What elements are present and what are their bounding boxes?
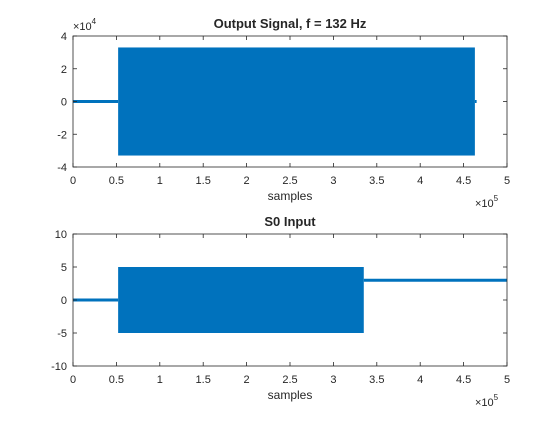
y-tick-label: 0	[61, 295, 67, 307]
signal-band	[118, 47, 475, 156]
x-multiplier-exponent: 5	[494, 393, 499, 402]
y-multiplier: ×104	[73, 17, 97, 33]
x-tick-label: 5	[504, 374, 510, 386]
y-tick-label: -10	[51, 361, 67, 373]
x-tick-label: 0	[70, 175, 76, 187]
y-tick-label: 0	[61, 97, 67, 109]
y-tick-label: -4	[57, 162, 67, 174]
x-axis-label: samples	[268, 189, 313, 203]
x-tick-label: 4.5	[456, 175, 471, 187]
y-tick-label: -2	[57, 129, 67, 141]
chart-title: Output Signal, f = 132 Hz	[214, 16, 367, 31]
x-tick-label: 3	[330, 374, 336, 386]
x-tick-label: 1.5	[196, 175, 211, 187]
y-tick-label: 4	[61, 31, 67, 43]
signal-band	[118, 267, 364, 333]
x-tick-label: 3	[330, 175, 336, 187]
x-tick-label: 2	[244, 175, 250, 187]
x-axis-label: samples	[268, 388, 313, 402]
x-tick-label: 5	[504, 175, 510, 187]
y-tick-label: -5	[57, 328, 67, 340]
x-tick-label: 4	[417, 175, 423, 187]
x-multiplier: ×105	[475, 194, 499, 210]
x-multiplier-base: ×10	[475, 397, 494, 409]
chart-title: S0 Input	[264, 214, 316, 229]
x-tick-label: 4	[417, 374, 423, 386]
x-tick-label: 1	[157, 374, 163, 386]
x-multiplier-base: ×10	[475, 198, 494, 210]
x-tick-label: 2	[244, 374, 250, 386]
x-tick-label: 0	[70, 374, 76, 386]
x-tick-label: 1.5	[196, 374, 211, 386]
subplot-2: 0 0.5 1 1.5 2 2.5 3 3.5 4 4.5 5 -10 -5 0 5 10 S0 Input sa…	[51, 214, 510, 409]
y-tick-label: 2	[61, 64, 67, 76]
x-multiplier: ×105	[475, 393, 499, 409]
subplot-1: 0 0.5 1 1.5 2 2.5 3 3.5 4 4.5 5 -4 -2 0 2 4 Output Signa…	[57, 16, 510, 210]
y-multiplier-base: ×10	[73, 21, 92, 33]
y-multiplier-exponent: 4	[92, 17, 97, 26]
y-tick-label: 5	[61, 262, 67, 274]
y-tick-label: 10	[55, 229, 67, 241]
x-tick-label: 2.5	[282, 175, 297, 187]
x-tick-label: 4.5	[456, 374, 471, 386]
x-tick-label: 0.5	[109, 374, 124, 386]
x-tick-label: 3.5	[369, 374, 384, 386]
x-tick-label: 1	[157, 175, 163, 187]
x-multiplier-exponent: 5	[494, 194, 499, 203]
x-tick-label: 3.5	[369, 175, 384, 187]
x-tick-label: 0.5	[109, 175, 124, 187]
x-tick-label: 2.5	[282, 374, 297, 386]
